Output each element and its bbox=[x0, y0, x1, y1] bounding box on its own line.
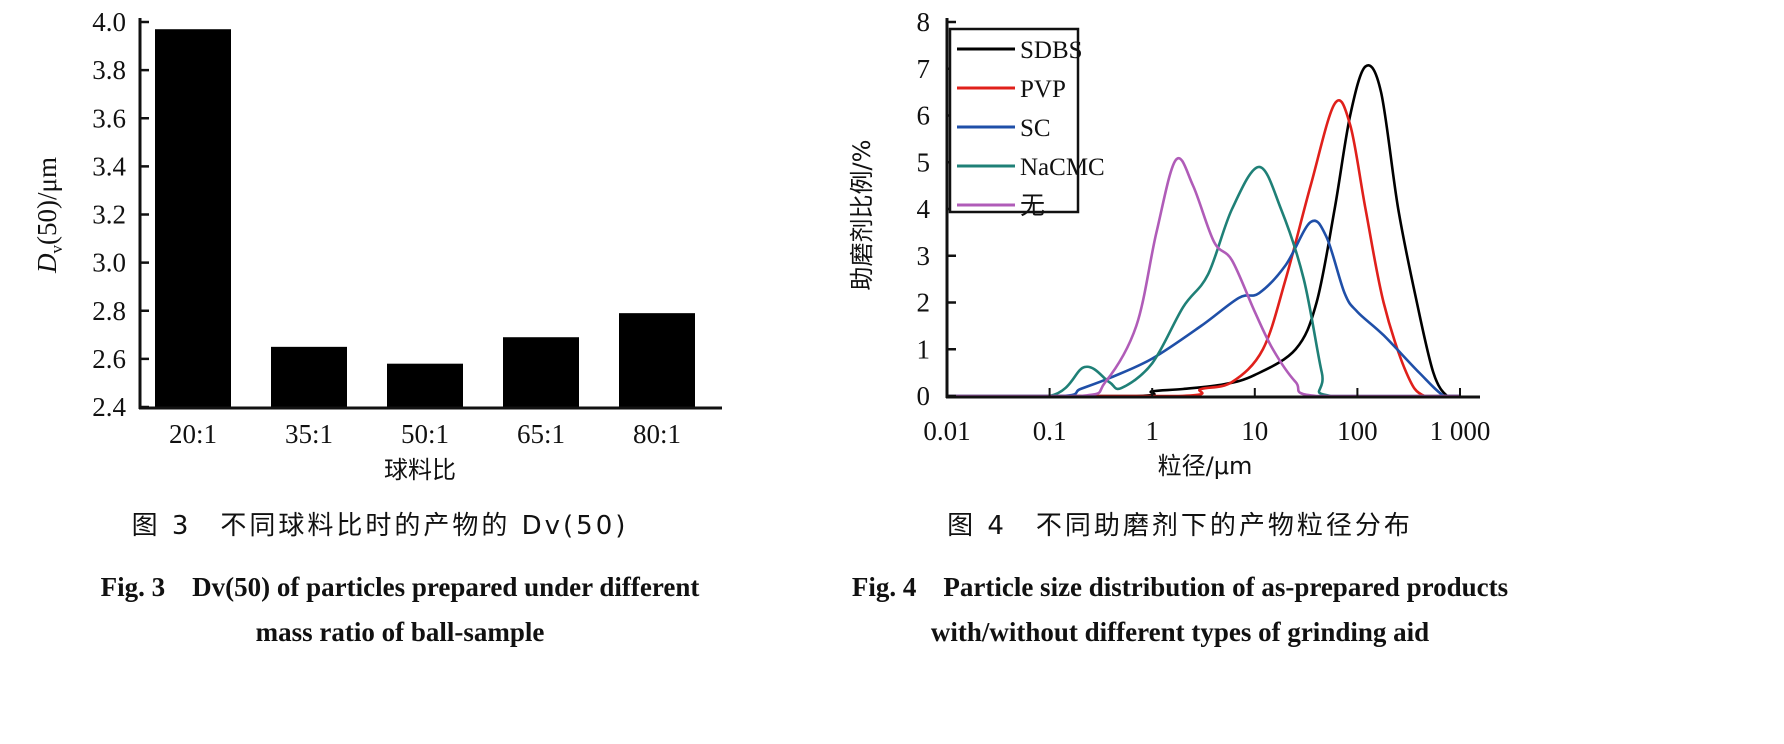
bar-y-tick-label: 2.4 bbox=[92, 392, 126, 422]
line-y-tick-label: 5 bbox=[917, 147, 931, 177]
fig4-caption-cn: 图 4 不同助磨剂下的产物粒径分布 bbox=[947, 511, 1413, 541]
legend-box bbox=[948, 27, 1080, 214]
legend-label: NaCMC bbox=[1020, 154, 1105, 181]
legend-label: SC bbox=[1020, 115, 1051, 142]
line-chart-size-distribution: 0.01 0.1 1 10 100 1 000 0 1 2 3 4 5 6 7 8 粒径/μm 助磨剂比例/… bbox=[848, 7, 1490, 480]
legend-label: 无 bbox=[1020, 193, 1045, 220]
bar-20:1 bbox=[155, 29, 231, 407]
bar-y-tick-label: 2.6 bbox=[92, 344, 126, 374]
series-line-SDBS bbox=[946, 64, 1460, 398]
bar-x-tick-label: 20:1 bbox=[169, 419, 217, 449]
series-line-SC bbox=[946, 219, 1460, 398]
legend-label: PVP bbox=[1020, 76, 1066, 103]
line-x-tick-label: 100 bbox=[1337, 416, 1378, 446]
bar-80:1 bbox=[619, 313, 695, 407]
bar-x-tick-label: 50:1 bbox=[401, 419, 449, 449]
line-y-axis-label: 助磨剂比例/% bbox=[848, 140, 876, 291]
legend-label: SDBS bbox=[1020, 37, 1083, 64]
line-y-tick-label: 2 bbox=[917, 288, 931, 318]
line-y-tick-label: 7 bbox=[917, 54, 931, 84]
line-x-tick-label: 10 bbox=[1241, 416, 1268, 446]
bar-y-tick-label: 4.0 bbox=[92, 7, 126, 37]
line-x-tick-label: 1 000 bbox=[1430, 416, 1491, 446]
fig4-caption-en-line1: Fig. 4 Particle size distribution of as-… bbox=[851, 572, 1509, 602]
line-y-tick-label: 3 bbox=[917, 241, 931, 271]
line-y-tick-label: 1 bbox=[917, 334, 931, 364]
bar-y-tick-label: 3.6 bbox=[92, 103, 126, 133]
bar-x-tick-label: 65:1 bbox=[517, 419, 565, 449]
bar-y-tick-label: 2.8 bbox=[92, 296, 126, 326]
bar-chart-dv50: 20:1 35:1 50:1 65:1 80:1 2.4 2.6 2.8 3.0 3.2 3.4 3.… bbox=[32, 7, 722, 484]
bar-y-tick-label: 3.0 bbox=[92, 248, 126, 278]
line-x-tick-label: 1 bbox=[1145, 416, 1159, 446]
line-x-tick-label: 0.01 bbox=[923, 416, 970, 446]
bar-y-tick-label: 3.4 bbox=[92, 151, 126, 181]
bar-50:1 bbox=[387, 363, 463, 407]
legend: SDBS PVP SC NaCMC 无 bbox=[948, 27, 1105, 220]
bar-x-tick-label: 80:1 bbox=[633, 419, 681, 449]
line-x-axis-label: 粒径/μm bbox=[1158, 452, 1253, 480]
bar-x-axis-label: 球料比 bbox=[384, 456, 456, 484]
fig4-caption-en-line2: with/without different types of grinding… bbox=[930, 617, 1430, 647]
bar-y-axis-label: Dv(50)/μm bbox=[32, 157, 66, 274]
line-y-tick-label: 6 bbox=[917, 101, 931, 131]
fig3-caption-en-line2: mass ratio of ball-sample bbox=[255, 617, 545, 647]
line-y-tick-label: 8 bbox=[917, 7, 931, 37]
series-line-NaCMC bbox=[946, 165, 1460, 398]
bar-y-tick-label: 3.8 bbox=[92, 55, 126, 85]
line-x-tick-label: 0.1 bbox=[1033, 416, 1067, 446]
bar-65:1 bbox=[503, 337, 579, 407]
fig3-caption-en-line1: Fig. 3 Dv(50) of particles prepared unde… bbox=[100, 572, 700, 602]
fig3-caption-cn: 图 3 不同球料比时的产物的 Dv(50) bbox=[131, 511, 629, 541]
line-y-tick-label: 0 bbox=[917, 381, 931, 411]
bar-y-tick-label: 3.2 bbox=[92, 200, 126, 230]
line-y-tick-label: 4 bbox=[917, 194, 931, 224]
bar-35:1 bbox=[271, 346, 347, 407]
series-line-无 bbox=[946, 156, 1460, 398]
bar-x-tick-label: 35:1 bbox=[285, 419, 333, 449]
